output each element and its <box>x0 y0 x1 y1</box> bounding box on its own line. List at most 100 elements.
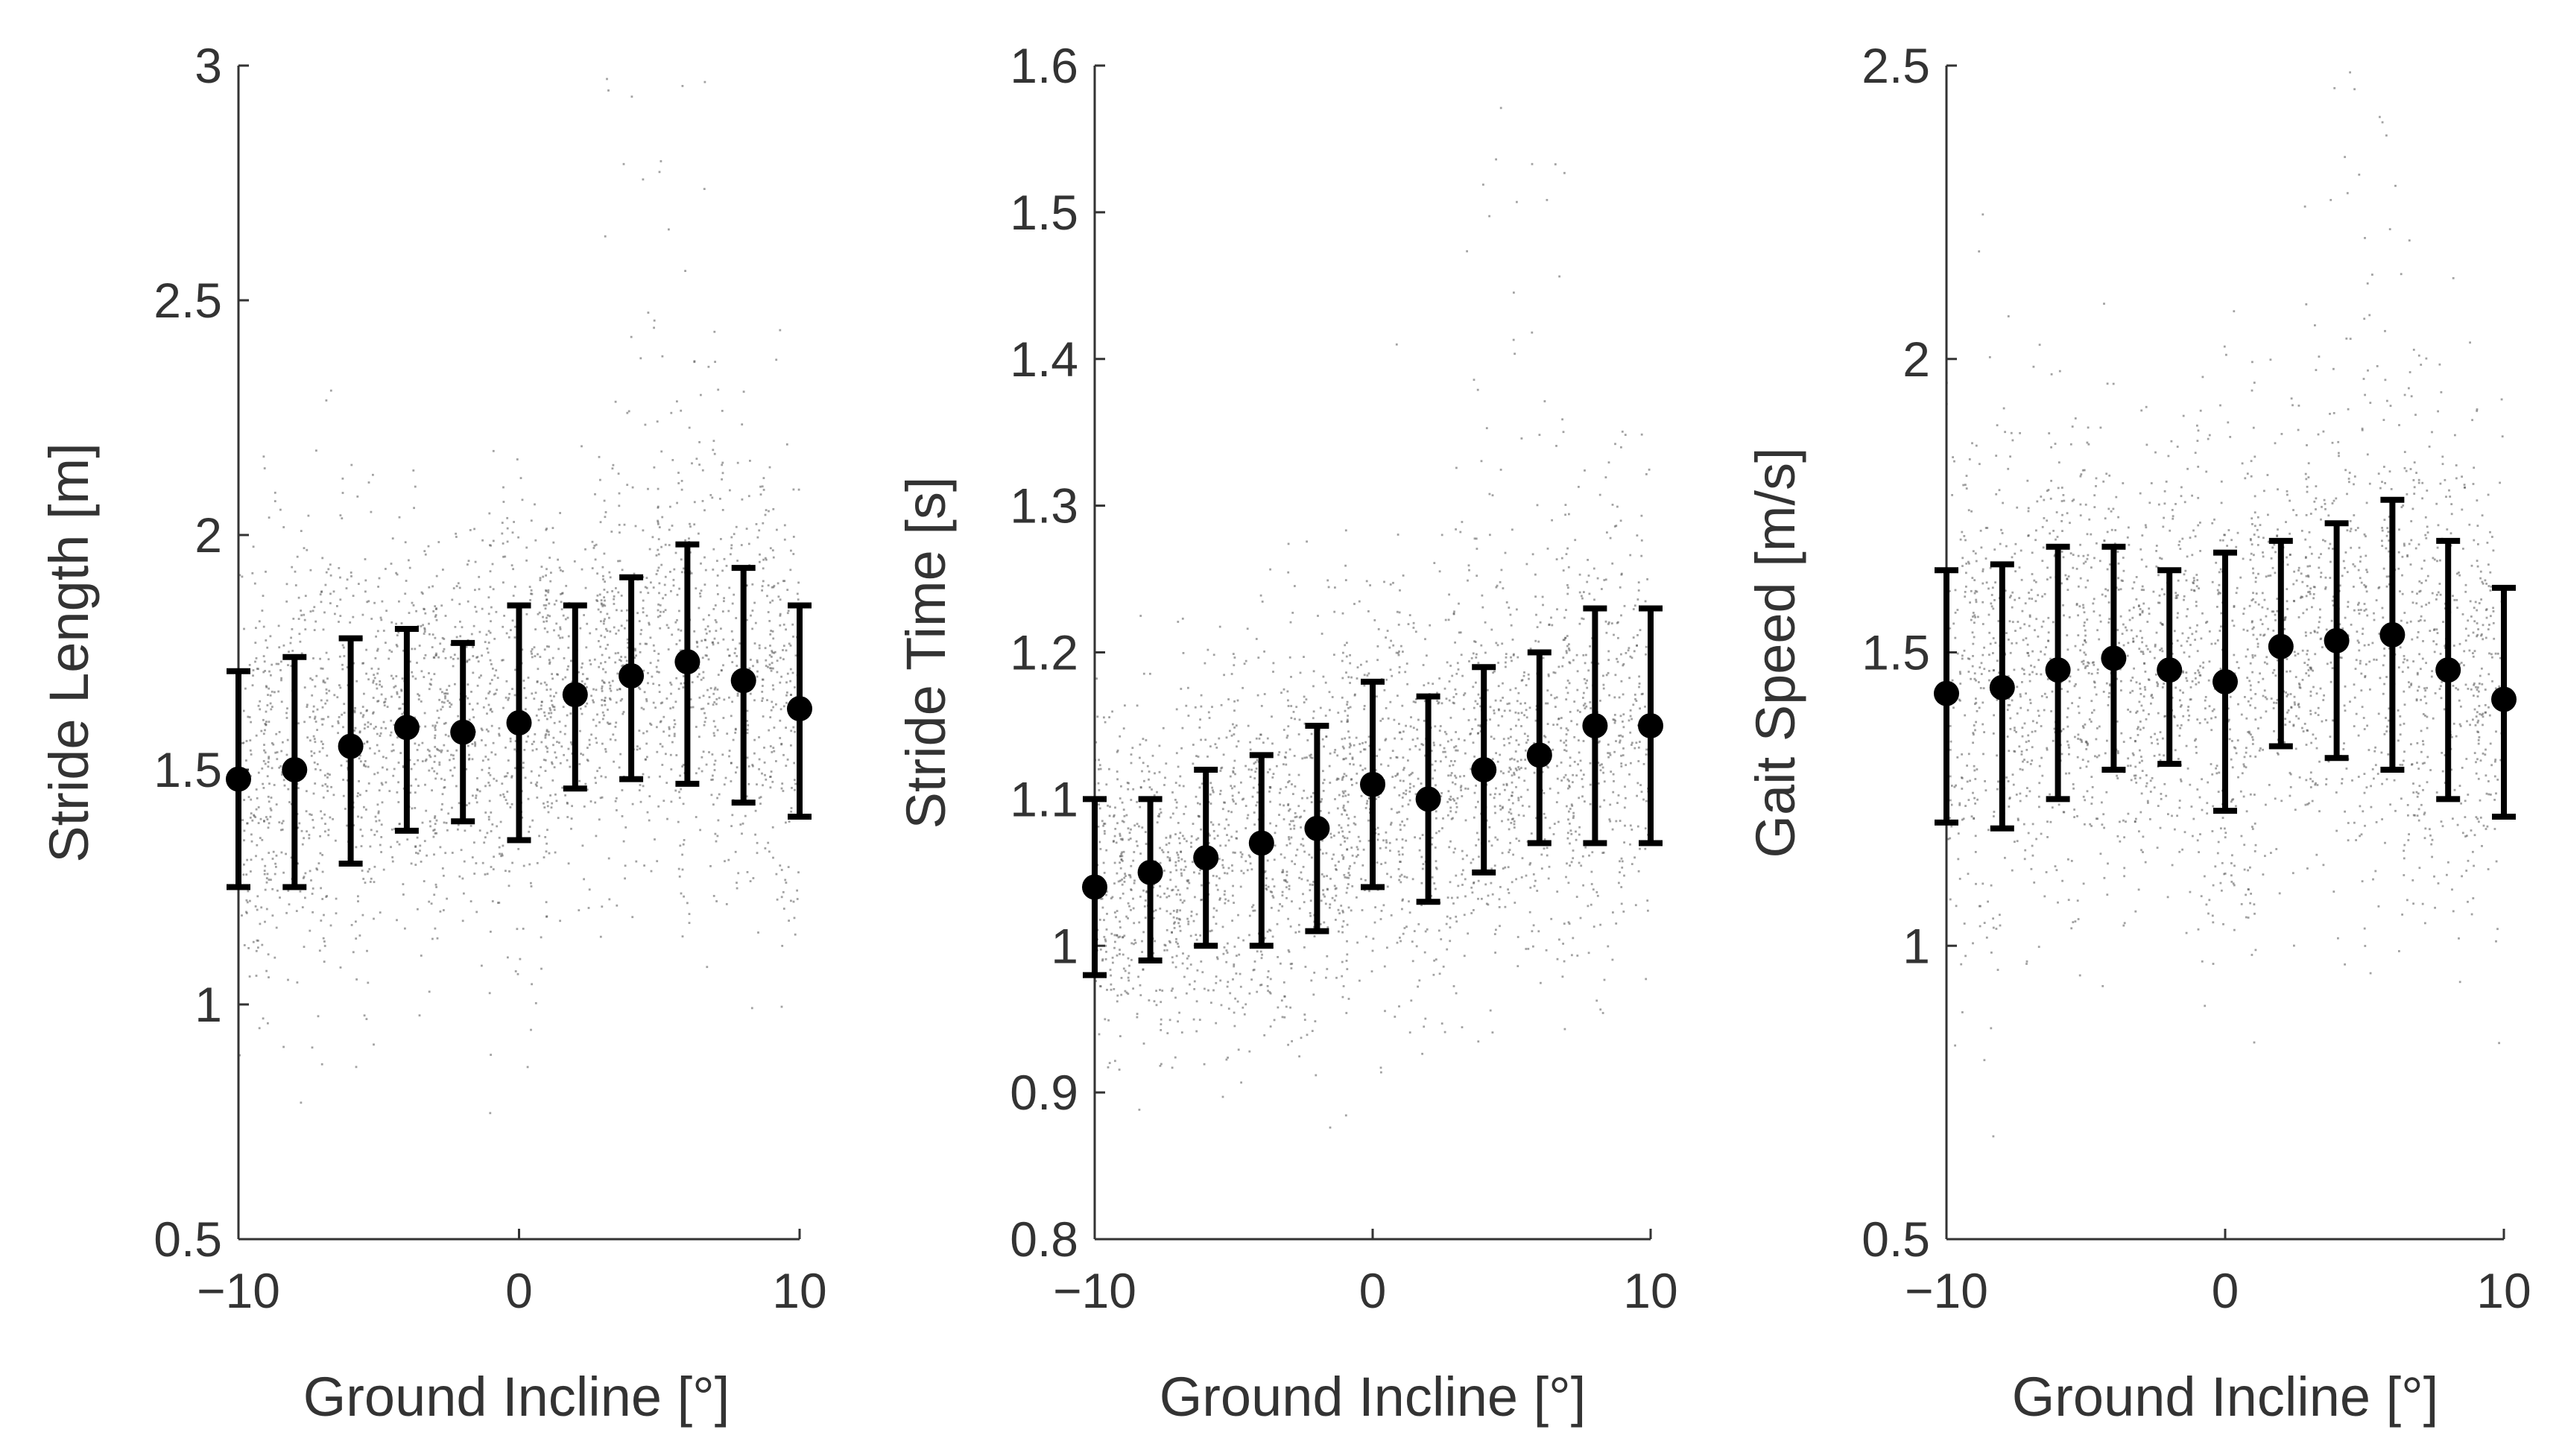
scatter-point <box>1291 963 1294 965</box>
scatter-point <box>1249 855 1251 858</box>
scatter-point <box>656 726 658 729</box>
scatter-point <box>1262 741 1265 744</box>
scatter-point <box>1435 867 1438 870</box>
scatter-point <box>1547 673 1550 676</box>
scatter-point <box>681 765 683 767</box>
scatter-point <box>1236 745 1238 748</box>
scatter-point <box>779 708 782 711</box>
scatter-point <box>443 701 446 704</box>
scatter-point <box>1300 878 1303 881</box>
scatter-point <box>740 544 743 546</box>
scatter-point <box>1200 828 1202 831</box>
scatter-point <box>779 598 782 601</box>
scatter-point <box>601 687 603 690</box>
scatter-point <box>1233 902 1235 904</box>
scatter-point <box>472 671 475 674</box>
scatter-point <box>682 764 685 766</box>
scatter-point <box>1518 768 1521 770</box>
scatter-point <box>712 569 715 571</box>
scatter-point <box>1278 791 1281 794</box>
scatter-point <box>1099 985 1102 988</box>
scatter-point <box>381 783 384 786</box>
scatter-point <box>1455 693 1458 695</box>
scatter-point <box>1399 937 1401 939</box>
scatter-point <box>1284 879 1287 881</box>
scatter-point <box>390 828 393 831</box>
scatter-point <box>1429 624 1432 627</box>
scatter-point <box>554 691 557 694</box>
scatter-point <box>320 817 323 820</box>
scatter-point <box>1455 528 1457 531</box>
scatter-point <box>449 759 451 762</box>
scatter-point <box>1475 785 1477 787</box>
scatter-point <box>781 782 784 785</box>
scatter-point <box>1363 684 1366 687</box>
scatter-point <box>751 583 754 586</box>
scatter-point <box>683 567 685 570</box>
scatter-point <box>1391 750 1394 753</box>
scatter-point <box>1613 721 1616 724</box>
scatter-point <box>714 725 717 728</box>
scatter-point <box>1233 946 1236 948</box>
scatter-point <box>1133 824 1136 827</box>
scatter-point <box>1432 741 1435 744</box>
scatter-point <box>1389 700 1392 703</box>
scatter-point <box>303 946 306 949</box>
scatter-point <box>513 748 516 751</box>
scatter-point <box>1240 781 1242 784</box>
scatter-point <box>1259 733 1262 736</box>
scatter-point <box>367 782 370 785</box>
scatter-point <box>1105 893 1107 896</box>
scatter-point <box>1379 720 1382 722</box>
scatter-point <box>791 671 794 674</box>
scatter-point <box>1362 848 1365 851</box>
scatter-point <box>505 746 507 749</box>
scatter-point <box>713 688 716 691</box>
scatter-point <box>1405 789 1408 792</box>
scatter-point <box>377 668 380 671</box>
scatter-point <box>703 188 706 190</box>
scatter-point <box>1438 729 1441 732</box>
scatter-point <box>1502 697 1504 699</box>
scatter-point <box>1385 738 1388 741</box>
scatter-point <box>1187 715 1190 717</box>
scatter-point <box>299 890 302 893</box>
scatter-point <box>321 724 324 726</box>
scatter-point <box>1567 921 1570 924</box>
scatter-point <box>657 653 660 655</box>
scatter-point <box>1557 820 1560 823</box>
scatter-point <box>547 591 550 594</box>
scatter-point <box>290 856 293 859</box>
scatter-point <box>789 569 792 572</box>
scatter-point <box>546 718 548 721</box>
scatter-point <box>1431 876 1434 879</box>
scatter-point <box>1499 886 1502 888</box>
scatter-point <box>534 539 537 542</box>
scatter-point <box>1445 732 1448 735</box>
scatter-point <box>1312 884 1314 886</box>
scatter-point <box>287 890 290 892</box>
scatter-point <box>323 681 326 684</box>
scatter-point <box>647 311 650 314</box>
scatter-point <box>1555 801 1558 803</box>
scatter-point <box>614 726 617 728</box>
scatter-point <box>487 815 490 818</box>
scatter-point <box>341 477 344 480</box>
scatter-point <box>1115 841 1118 844</box>
scatter-point <box>1342 758 1345 761</box>
scatter-point <box>551 656 554 659</box>
scatter-point <box>431 767 434 770</box>
scatter-point <box>1433 744 1435 747</box>
scatter-point <box>548 662 551 665</box>
scatter-point <box>1178 925 1181 928</box>
scatter-point <box>642 607 645 610</box>
scatter-point <box>673 732 676 735</box>
scatter-point <box>660 160 662 162</box>
scatter-point <box>589 659 591 662</box>
scatter-point <box>273 691 276 694</box>
scatter-point <box>652 701 655 704</box>
scatter-point <box>262 671 265 674</box>
scatter-point <box>1397 850 1400 853</box>
scatter-point <box>1575 723 1578 726</box>
scatter-point <box>1322 782 1324 785</box>
